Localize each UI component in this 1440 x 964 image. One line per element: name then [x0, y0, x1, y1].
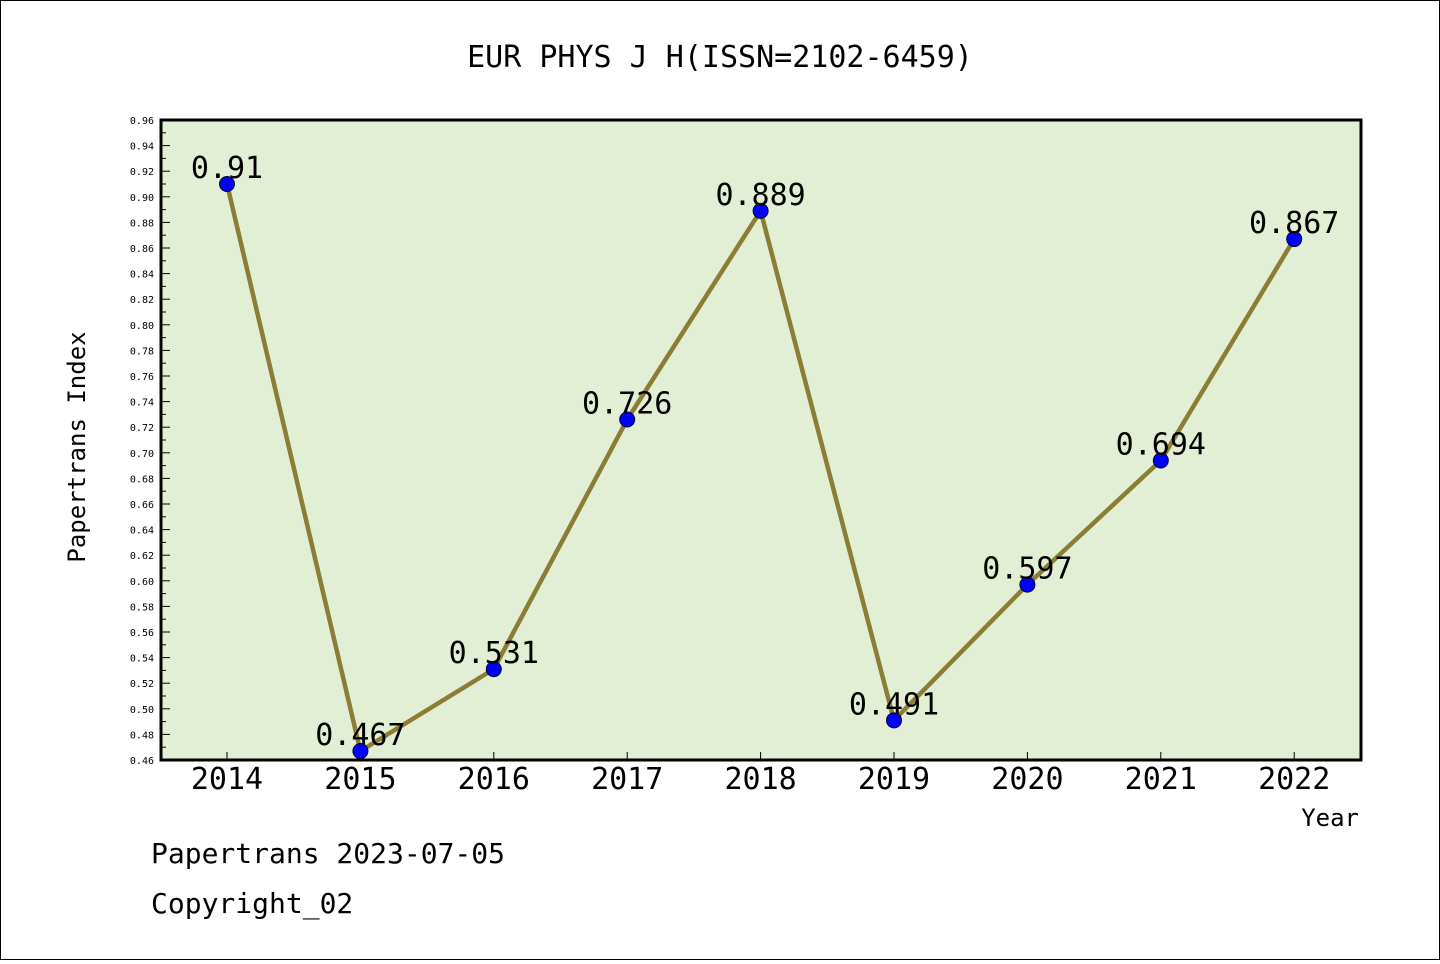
x-tick-label: 2016: [458, 762, 530, 797]
data-point: [619, 411, 636, 428]
data-label: 0.889: [715, 178, 805, 213]
footer-date: Papertrans 2023-07-05: [151, 837, 505, 870]
y-tick-label: 0.70: [130, 449, 154, 460]
data-point: [886, 712, 902, 729]
y-tick-label: 0.72: [130, 423, 154, 434]
y-tick-label: 0.66: [130, 500, 154, 511]
y-tick-label: 0.68: [130, 474, 154, 485]
data-label: 0.91: [191, 151, 263, 186]
x-tick-label: 2015: [324, 762, 396, 797]
y-tick-label: 0.46: [130, 756, 154, 767]
data-point: [485, 661, 502, 678]
footer-copyright: Copyright_02: [151, 887, 353, 921]
data-label: 0.531: [449, 636, 539, 671]
data-points: [219, 176, 1303, 760]
y-axis-ticks: 0.46 0.48 0.50 0.52 0.54 0.56 0.58 0.60 0.62 0.64…: [130, 116, 170, 767]
y-tick-label: 0.58: [130, 602, 154, 613]
x-axis-ticks: 2014 2015 2016 2017 2018 2019 2020 2021 2022: [191, 752, 1330, 797]
data-label: 0.597: [982, 552, 1072, 587]
y-tick-label: 0.94: [130, 142, 154, 153]
x-tick-label: 2018: [724, 762, 796, 797]
x-tick-label: 2014: [191, 762, 263, 797]
y-tick-label: 0.78: [130, 346, 154, 357]
x-tick-label: 2019: [858, 762, 930, 797]
y-tick-label: 0.88: [130, 218, 154, 229]
y-tick-label: 0.76: [130, 372, 154, 383]
data-point: [219, 176, 235, 192]
data-label: 0.694: [1116, 427, 1206, 462]
y-tick-label: 0.74: [130, 398, 154, 409]
y-tick-label: 0.82: [130, 295, 154, 306]
x-tick-label: 2022: [1258, 762, 1330, 797]
y-axis-label: Papertrans Index: [63, 331, 91, 562]
y-tick-label: 0.60: [130, 577, 154, 588]
y-tick-label: 0.62: [130, 551, 154, 562]
data-label: 0.867: [1249, 206, 1339, 241]
y-tick-label: 0.86: [130, 244, 154, 255]
data-point: [352, 743, 369, 760]
data-label: 0.467: [315, 718, 405, 753]
data-point: [1286, 231, 1303, 248]
data-point: [752, 202, 769, 219]
chart-title: EUR PHYS J H(ISSN=2102-6459): [467, 40, 973, 75]
y-tick-label: 0.84: [130, 270, 154, 281]
y-tick-label: 0.92: [130, 167, 154, 178]
y-tick-label: 0.48: [130, 730, 154, 741]
y-tick-label: 0.96: [130, 116, 154, 127]
data-point: [1152, 452, 1169, 469]
data-label: 0.491: [849, 687, 939, 722]
y-tick-label: 0.90: [130, 193, 154, 204]
x-tick-label: 2020: [991, 762, 1063, 797]
data-label: 0.726: [582, 387, 672, 422]
data-point: [1019, 576, 1036, 593]
y-tick-label: 0.64: [130, 526, 154, 537]
data-labels: 0.91 0.467 0.531 0.726 0.889 0.491 0.597 0.694 0…: [191, 151, 1339, 753]
y-tick-label: 0.50: [130, 705, 154, 716]
y-tick-label: 0.56: [130, 628, 154, 639]
x-axis-label: Year: [1301, 804, 1359, 832]
x-tick-label: 2017: [591, 762, 663, 797]
y-tick-label: 0.54: [130, 654, 154, 665]
y-tick-label: 0.52: [130, 679, 154, 690]
x-tick-label: 2021: [1125, 762, 1197, 797]
y-tick-label: 0.80: [130, 321, 154, 332]
plot-area: [159, 118, 1363, 762]
